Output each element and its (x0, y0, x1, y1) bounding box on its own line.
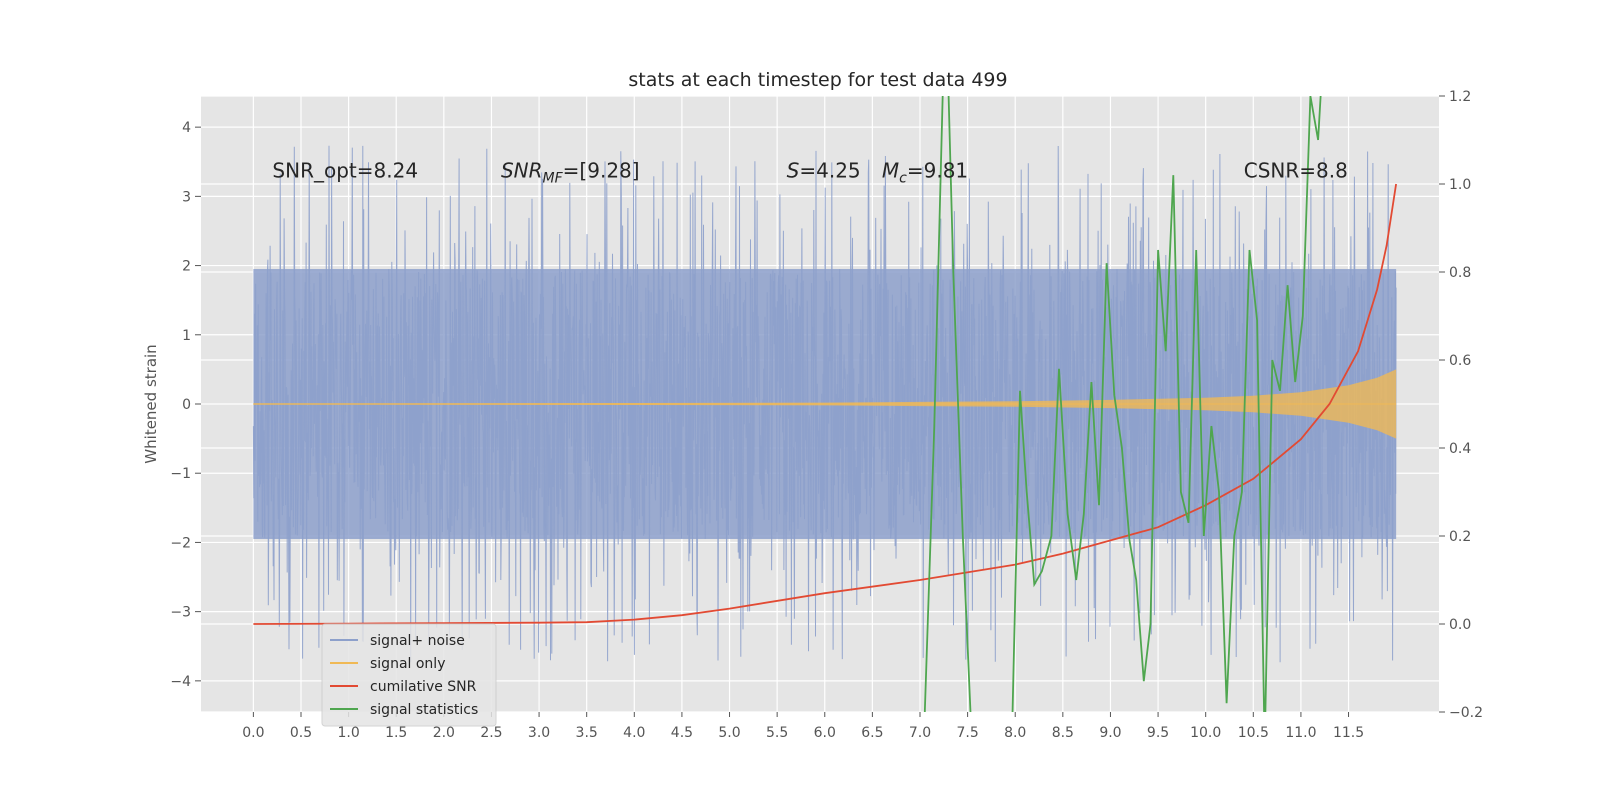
x-tick-label: 6.0 (814, 725, 836, 741)
y-axis-right-ticks: 1.2 1.0 0.8 0.6 0.4 0.2 0.0 −0.2 (1439, 89, 1483, 721)
x-tick-label: 5.0 (718, 725, 740, 741)
annotation-label: S=4.25 (787, 159, 861, 183)
y-tick-label-right: 0.4 (1449, 441, 1471, 457)
annotations: SNR_opt=8.24 SNRMF=[9.28] S=4.25 Mc=9.81 CSN… (272, 159, 1347, 187)
x-tick-label: 1.5 (385, 725, 407, 741)
y-tick-label-right: 1.0 (1449, 177, 1471, 193)
x-tick-label: 9.5 (1147, 725, 1169, 741)
annotation-label: SNR_opt=8.24 (272, 159, 418, 183)
y-tick-label-left: −2 (170, 535, 191, 551)
plot-area (252, 96, 1397, 712)
legend-entry: signal statistics (370, 702, 478, 718)
x-tick-label: 0.5 (290, 725, 312, 741)
legend-entry: cumilative SNR (370, 679, 477, 695)
annotation-label: Mc=9.81 (882, 159, 968, 187)
legend-box (321, 623, 497, 727)
legend-entry: signal only (370, 656, 445, 672)
y-tick-label-left: 0 (182, 397, 191, 413)
y-tick-label-left: 4 (182, 120, 191, 136)
y-tick-label-left: 2 (182, 259, 191, 275)
x-tick-label: 7.0 (909, 725, 931, 741)
y-axis-left-ticks: 4 3 2 1 0 −1 −2 −3 −4 (170, 120, 201, 690)
x-tick-label: 3.5 (576, 725, 598, 741)
legend-entry: signal+ noise (370, 633, 465, 649)
x-tick-label: 7.5 (956, 725, 978, 741)
y-axis-label: Whitened strain (142, 344, 160, 463)
x-tick-label: 2.5 (480, 725, 502, 741)
y-tick-label-right: 1.2 (1449, 89, 1471, 105)
x-tick-label: 0.0 (242, 725, 264, 741)
y-tick-label-left: −1 (170, 466, 191, 482)
y-tick-label-left: 1 (182, 328, 191, 344)
x-tick-label: 1.0 (337, 725, 359, 741)
y-tick-label-left: 3 (182, 189, 191, 205)
x-tick-label: 9.0 (1099, 725, 1121, 741)
x-tick-label: 8.5 (1052, 725, 1074, 741)
series-signal-statistics (923, 96, 1322, 712)
y-tick-label-right: 0.8 (1449, 265, 1471, 281)
x-tick-label: 4.0 (623, 725, 645, 741)
x-tick-label: 10.0 (1190, 725, 1221, 741)
y-tick-label-right: −0.2 (1449, 705, 1483, 721)
x-tick-label: 6.5 (861, 725, 883, 741)
chart-title: stats at each timestep for test data 499 (628, 69, 1007, 91)
y-tick-label-right: 0.0 (1449, 617, 1471, 633)
x-tick-label: 5.5 (766, 725, 788, 741)
series-cumilative-snr (253, 183, 1397, 625)
legend: signal+ noise signal only cumilative SNR si… (321, 623, 497, 727)
x-tick-label: 4.5 (671, 725, 693, 741)
x-tick-label: 11.0 (1285, 725, 1316, 741)
series-layer (252, 96, 1397, 712)
x-tick-label: 10.5 (1238, 725, 1269, 741)
annotation-label: SNRMF=[9.28] (501, 159, 640, 187)
x-tick-label: 8.0 (1004, 725, 1026, 741)
y-tick-label-left: −4 (170, 674, 191, 690)
y-tick-label-right: 0.6 (1449, 353, 1471, 369)
y-tick-label-right: 0.2 (1449, 529, 1471, 545)
series-signal-noise (252, 145, 1397, 663)
annotation-label: CSNR=8.8 (1244, 159, 1348, 183)
x-tick-label: 11.5 (1333, 725, 1364, 741)
y-tick-label-left: −3 (170, 605, 191, 621)
x-tick-label: 2.0 (433, 725, 455, 741)
x-tick-label: 3.0 (528, 725, 550, 741)
x-axis-ticks: 0.0 0.5 1.0 1.5 2.0 2.5 3.0 3.5 4.0 4.5 5.0 5.5 6.0 6… (242, 712, 1364, 741)
